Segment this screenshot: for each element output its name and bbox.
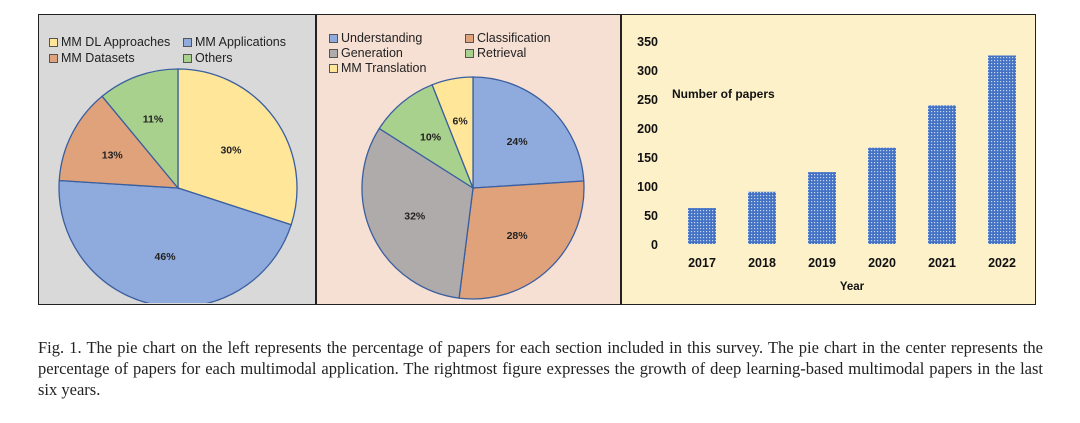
x-tick-label: 2019	[808, 256, 836, 270]
legend-swatch	[183, 37, 192, 47]
y-tick-label: 50	[644, 209, 658, 223]
pie-label-mm-translation: 6%	[453, 115, 469, 127]
legend-label: Generation	[341, 46, 403, 60]
pie-chart-applications: Understanding Classification Generation Ret…	[316, 14, 621, 305]
x-tick-label: 2021	[928, 256, 956, 270]
pie-slice-mm-dl-approaches	[177, 68, 298, 226]
legend-item-mm-translation: MM Translation	[329, 61, 426, 75]
x-axis-label: Year	[840, 281, 865, 293]
legend-label: MM Applications	[195, 35, 287, 49]
figure-caption: Fig. 1. The pie chart on the left repres…	[38, 338, 1043, 399]
figure: MM DL Approaches MM Applications MM Datase…	[38, 14, 1038, 307]
y-tick-label: 350	[637, 35, 658, 49]
pie-label-others: 11%	[143, 114, 164, 126]
legend-item-classification: Classification	[465, 31, 551, 45]
pie-slice-mm-applications	[58, 179, 292, 303]
pie-label-understanding: 24%	[507, 136, 529, 148]
legend-label: MM DL Approaches	[61, 35, 171, 49]
legend-swatch	[183, 53, 192, 63]
pie-label-mm-datasets: 13%	[102, 150, 124, 162]
bar-2017	[688, 208, 716, 244]
legend-label: Retrieval	[477, 46, 527, 60]
bar-chart-svg: 0 50 100 150 200 250 300 350 2017 2018 2019 2020 202…	[637, 35, 1016, 293]
x-tick-label: 2017	[688, 256, 716, 270]
pie-applications-svg: 24% 28% 32% 10% 6%	[361, 76, 585, 300]
y-tick-label: 100	[637, 180, 658, 194]
legend-label: MM Translation	[341, 61, 427, 75]
legend-swatch	[329, 48, 338, 58]
y-tick-label: 0	[651, 238, 658, 252]
bar-2018	[748, 191, 776, 244]
x-tick-label: 2022	[988, 256, 1016, 270]
legend-swatch	[49, 53, 58, 63]
legend-item-generation: Generation	[329, 46, 403, 60]
legend-swatch	[465, 33, 474, 43]
legend-label: MM Datasets	[61, 51, 135, 65]
pie-label-mm-applications: 46%	[155, 251, 177, 263]
x-tick-label: 2018	[748, 256, 776, 270]
bar-2019	[808, 172, 836, 244]
legend-item-retrieval: Retrieval	[465, 46, 526, 60]
legend-item-mm-datasets: MM Datasets	[49, 51, 135, 65]
legend-swatch	[329, 33, 338, 43]
legend-item-others: Others	[183, 51, 233, 65]
bar-chart-papers: 0 50 100 150 200 250 300 350 2017 2018 2019 2020 202…	[621, 14, 1036, 305]
legend-label: Understanding	[341, 31, 423, 45]
legend-item-understanding: Understanding	[329, 31, 422, 45]
y-tick-label: 250	[637, 93, 658, 107]
legend-item-mm-dl-approaches: MM DL Approaches	[49, 35, 170, 49]
pie-slice-others	[101, 68, 179, 190]
pie-slice-understanding	[472, 76, 585, 189]
bar-2020	[868, 147, 896, 244]
legend-swatch	[329, 63, 338, 73]
x-tick-label: 2020	[868, 256, 896, 270]
pie-label-retrieval: 10%	[420, 132, 442, 144]
pie-sections-svg: 30% 46% 13% 11%	[58, 68, 298, 303]
y-tick-label: 200	[637, 122, 658, 136]
bar-chart-title: Number of papers	[672, 87, 775, 101]
legend-swatch	[465, 48, 474, 58]
bar-2021	[928, 105, 956, 244]
pie-slice-classification	[458, 180, 585, 300]
pie-label-classification: 28%	[507, 230, 529, 242]
legend-item-mm-applications: MM Applications	[183, 35, 286, 49]
pie-slice-mm-datasets	[58, 95, 180, 189]
legend-label: Classification	[477, 31, 551, 45]
bar-2022	[988, 55, 1016, 244]
legend-label: Others	[195, 51, 233, 65]
pie-slice-mm-translation	[431, 76, 474, 189]
y-tick-label: 300	[637, 64, 658, 78]
legend-swatch	[49, 37, 58, 47]
pie-label-generation: 32%	[404, 210, 426, 222]
pie-label-mm-dl-approaches: 30%	[220, 145, 242, 157]
y-tick-label: 150	[637, 151, 658, 165]
pie-chart-sections: MM DL Approaches MM Applications MM Datase…	[38, 14, 316, 305]
